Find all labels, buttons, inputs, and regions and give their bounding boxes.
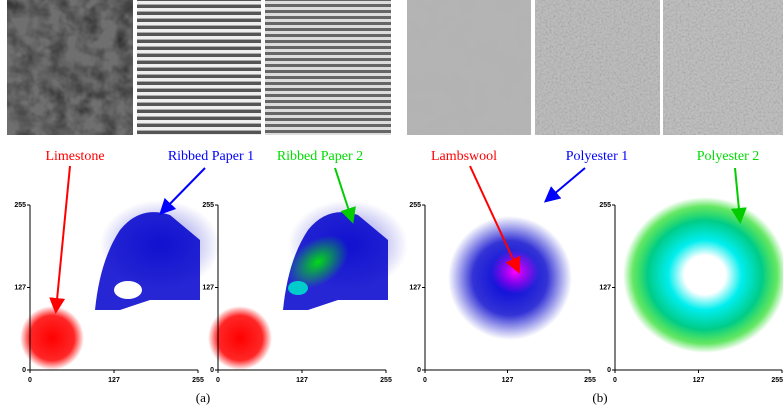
x-tick-label: 0: [613, 377, 617, 384]
caption: (a): [196, 390, 210, 405]
sample-label: Ribbed Paper 2: [277, 149, 363, 164]
cloud: [288, 281, 308, 295]
x-tick-label: 255: [771, 377, 783, 384]
y-tick-label: 255: [202, 202, 214, 209]
y-tick-label: 255: [599, 202, 611, 209]
cloud: [100, 200, 220, 290]
y-tick-label: 127: [599, 285, 611, 292]
x-tick-label: 255: [584, 377, 596, 384]
x-tick-label: 0: [28, 377, 32, 384]
sample-label: Lambswool: [431, 149, 497, 164]
sample-label: Polyester 2: [697, 149, 760, 164]
texture-ribbed-2: [265, 0, 391, 135]
texture-noise: [7, 0, 133, 135]
texture-noise: [407, 0, 531, 135]
cloud: [623, 197, 783, 353]
y-tick-label: 127: [409, 285, 421, 292]
figure: Limestone Ribbed Paper 1 Ribbed Paper 2 …: [0, 0, 783, 407]
texture-ribbed-1: [137, 0, 261, 135]
y-tick-label: 255: [14, 202, 26, 209]
arrow: [547, 168, 585, 200]
y-tick-label: 0: [417, 367, 421, 374]
x-tick-label: 255: [192, 377, 204, 384]
x-tick-label: 127: [296, 377, 308, 384]
sample-label: Limestone: [45, 149, 104, 164]
scatter-clouds: [20, 197, 783, 370]
caption: (b): [592, 390, 607, 405]
y-tick-label: 127: [14, 285, 26, 292]
y-tick-label: 0: [607, 367, 611, 374]
x-tick-label: 0: [423, 377, 427, 384]
sample-label: Ribbed Paper 1: [168, 149, 254, 164]
sample-label: Polyester 1: [566, 149, 629, 164]
x-tick-label: 127: [693, 377, 705, 384]
texture-images: [7, 0, 783, 135]
x-tick-label: 255: [380, 377, 392, 384]
cloud: [491, 250, 539, 294]
texture-noise: [663, 0, 783, 135]
arrow: [56, 166, 70, 310]
x-tick-label: 0: [216, 377, 220, 384]
texture-noise: [535, 0, 660, 135]
y-tick-label: 127: [202, 285, 214, 292]
cloud-hole: [114, 281, 142, 299]
y-tick-label: 255: [409, 202, 421, 209]
y-tick-label: 0: [210, 367, 214, 374]
x-tick-label: 127: [108, 377, 120, 384]
x-tick-label: 127: [502, 377, 514, 384]
y-tick-label: 0: [22, 367, 26, 374]
